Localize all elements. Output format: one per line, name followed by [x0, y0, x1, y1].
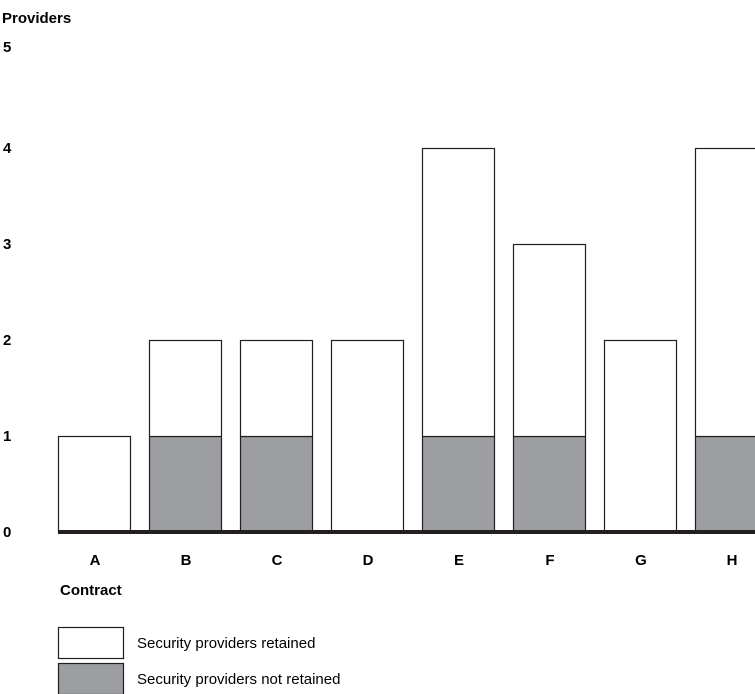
legend-swatch-not-retained [57, 662, 125, 694]
bar-segment-f-retained [512, 243, 587, 438]
bar-segment-a-retained [57, 435, 132, 534]
legend: Security providers retained Security prov… [57, 626, 340, 694]
y-tick-label: 0 [3, 524, 11, 541]
y-tick-label: 2 [3, 332, 11, 349]
bar-segment-g-retained [603, 339, 678, 534]
bar-segment-b-retained [148, 339, 223, 438]
bar-segment-h-not-retained [694, 435, 755, 534]
bars [57, 147, 755, 534]
bar-segment-h-retained [694, 147, 755, 438]
legend-label-not-retained: Security providers not retained [137, 671, 340, 688]
legend-label-retained: Security providers retained [137, 635, 315, 652]
y-tick-label: 4 [3, 140, 12, 157]
y-axis-ticks: 0 1 2 3 4 5 [3, 39, 12, 541]
bar-segment-f-not-retained [512, 435, 587, 534]
bar-segment-d-retained [330, 339, 405, 534]
y-tick-label: 5 [3, 39, 11, 56]
bar-segment-b-not-retained [148, 435, 223, 534]
bar-segment-c-not-retained [239, 435, 314, 534]
x-tick-label-f: F [545, 552, 554, 569]
y-tick-label: 3 [3, 236, 11, 253]
x-tick-label-e: E [454, 552, 464, 569]
bar-segment-e-retained [421, 147, 496, 438]
x-tick-label-b: B [181, 552, 192, 569]
y-tick-label: 1 [3, 428, 11, 445]
y-axis-title: Providers [2, 10, 71, 27]
x-tick-label-c: C [272, 552, 283, 569]
x-tick-label-g: G [635, 552, 647, 569]
bar-segment-e-not-retained [421, 435, 496, 534]
x-tick-label-h: H [727, 552, 738, 569]
x-axis-ticks: A B C D E F G H [90, 552, 738, 569]
legend-swatch-retained [57, 626, 125, 660]
x-tick-label-d: D [363, 552, 374, 569]
bar-segment-c-retained [239, 339, 314, 438]
x-tick-label-a: A [90, 552, 101, 569]
x-axis-title: Contract [60, 582, 122, 599]
